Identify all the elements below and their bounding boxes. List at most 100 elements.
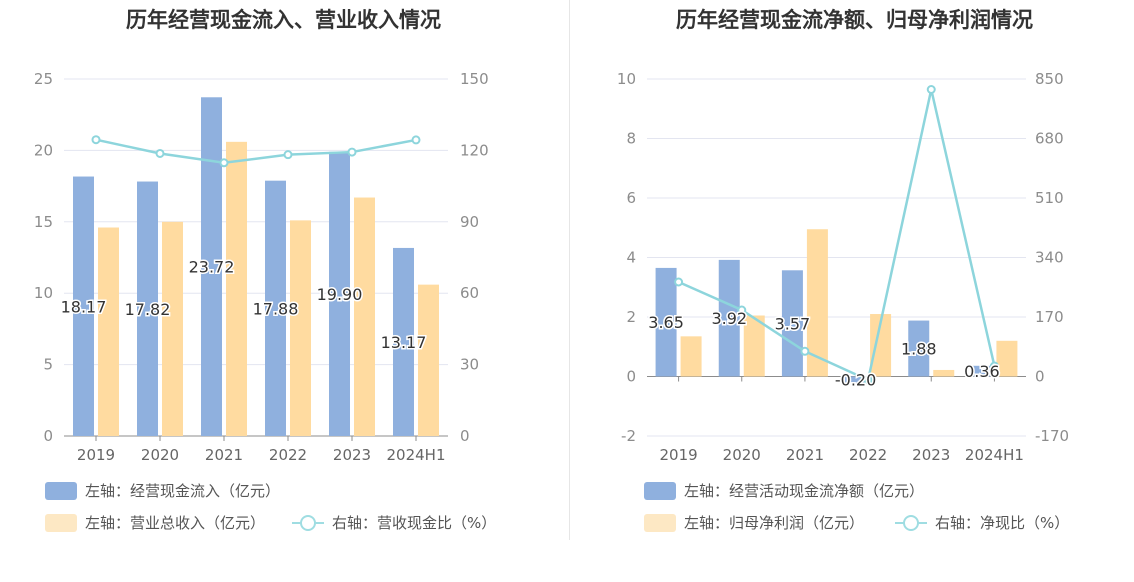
legend-swatch <box>644 481 676 500</box>
legend-item[interactable]: 左轴：归母净利润（亿元） <box>644 512 864 533</box>
y-left-tick-label: 15 <box>34 213 53 231</box>
data-label: 13.17 <box>381 333 427 352</box>
y-right-tick-label: 510 <box>1035 189 1064 207</box>
line-point <box>800 346 810 356</box>
bar-primary <box>718 259 740 377</box>
bar-primary <box>655 267 677 377</box>
bar-secondary <box>162 221 183 436</box>
x-tick-label: 2023 <box>333 446 371 464</box>
bar-secondary <box>870 314 892 377</box>
y-left-tick-label: 4 <box>626 249 636 267</box>
legend-label: 右轴：净现比（%） <box>935 514 1070 532</box>
bar-secondary <box>354 197 375 436</box>
y-left-tick-label: 20 <box>34 141 53 159</box>
line-point <box>674 277 684 287</box>
y-left-tick-label: 10 <box>34 284 53 302</box>
legend-swatch <box>644 513 676 532</box>
legend-item[interactable]: 左轴：经营现金流入（亿元） <box>45 480 280 501</box>
bar-secondary <box>933 369 955 377</box>
bar-secondary <box>680 336 702 377</box>
legend-label: 左轴：营业总收入（亿元） <box>85 514 266 532</box>
x-tick-label: 2019 <box>659 446 697 464</box>
chart-title: 历年经营现金流入、营业收入情况 <box>126 8 441 32</box>
y-left-tick-label: 6 <box>626 189 636 207</box>
data-label: 23.72 <box>189 258 235 277</box>
y-right-tick-label: 850 <box>1035 70 1064 88</box>
line-series <box>678 89 996 382</box>
x-tick-label: 2020 <box>723 446 761 464</box>
legend-swatch <box>45 513 77 532</box>
bar-primary <box>137 181 158 436</box>
y-left-tick-label: 2 <box>626 308 636 326</box>
chart-panel-cashflow-revenue: 历年经营现金流入、营业收入情况 0 5 10 15 20 25 0 30 60 90 120 150 2… <box>34 8 496 533</box>
y-right-tick-label: 0 <box>1035 368 1045 386</box>
x-tick-label: 2022 <box>269 446 307 464</box>
y-right-tick-label: 60 <box>460 284 479 302</box>
bar-primary <box>845 376 867 383</box>
x-tick-label: 2023 <box>912 446 950 464</box>
legend-item[interactable]: 左轴：营业总收入（亿元） <box>45 512 265 533</box>
line-point <box>863 375 873 385</box>
legend-label: 左轴：经营现金流入（亿元） <box>85 482 281 500</box>
bar-secondary <box>806 229 828 377</box>
y-left-tick-label: 25 <box>34 70 53 88</box>
legend-label: 左轴：经营活动现金流净额（亿元） <box>684 482 925 500</box>
y-left-tick-label: 5 <box>43 356 53 374</box>
data-label: 18.17 <box>61 297 107 316</box>
x-tick-label: 2024H1 <box>965 446 1024 464</box>
bar-secondary <box>743 315 765 377</box>
y-right-tick-label: -170 <box>1035 427 1069 445</box>
bar-secondary <box>226 141 247 436</box>
line-series <box>95 138 417 165</box>
y-left-tick-label: 0 <box>43 427 53 445</box>
legend-item[interactable]: 右轴：净现比（%） <box>895 512 1069 533</box>
line-point <box>283 150 293 160</box>
legend-item[interactable]: 右轴：营收现金比（%） <box>292 512 496 533</box>
y-right-tick-label: 120 <box>460 141 489 159</box>
line-point <box>91 135 101 145</box>
bar-secondary <box>290 220 311 436</box>
bar-primary <box>265 180 286 436</box>
y-right-tick-label: 170 <box>1035 308 1064 326</box>
data-label: 19.90 <box>317 285 363 304</box>
bar-primary <box>781 270 803 377</box>
line-point <box>737 305 747 315</box>
y-right-tick-label: 680 <box>1035 130 1064 148</box>
y-left-tick-label: 10 <box>617 70 636 88</box>
legend-label: 右轴：营收现金比（%） <box>332 514 497 532</box>
bar-primary <box>329 151 350 436</box>
line-point <box>411 135 421 145</box>
chart-title: 历年经营现金流净额、归母净利润情况 <box>676 8 1033 32</box>
line-point <box>155 148 165 158</box>
y-right-tick-label: 150 <box>460 70 489 88</box>
chart-plot: -2 0 2 4 6 8 10 -170 0 170 340 510 680 850 2019 2020 202… <box>617 70 1069 464</box>
data-label: 3.57 <box>775 314 811 333</box>
x-tick-label: 2021 <box>205 446 243 464</box>
legend-item[interactable]: 左轴：经营活动现金流净额（亿元） <box>644 480 924 501</box>
bar-secondary <box>418 284 439 436</box>
chart-plot: 0 5 10 15 20 25 0 30 60 90 120 150 2019 2020 2021 2022 2… <box>34 70 489 464</box>
line-point <box>219 158 229 168</box>
legend-swatch <box>45 481 77 500</box>
x-tick-label: 2020 <box>141 446 179 464</box>
data-label: 17.88 <box>253 299 299 318</box>
line-point <box>926 85 936 94</box>
data-label: -0.20 <box>835 370 876 389</box>
x-tick-label: 2021 <box>786 446 824 464</box>
y-right-tick-label: 90 <box>460 213 479 231</box>
bar-secondary <box>996 340 1018 377</box>
bar-primary <box>393 247 414 436</box>
y-left-tick-label: 0 <box>626 368 636 386</box>
bar-primary <box>971 365 993 377</box>
chart-panel-netcash-profit: 历年经营现金流净额、归母净利润情况 -2 0 2 4 6 8 10 -170 0 170 340 51… <box>567 0 1134 582</box>
line-point <box>347 147 357 157</box>
legend-line-icon <box>895 514 927 532</box>
data-label: 0.36 <box>964 362 1000 381</box>
y-right-tick-label: 340 <box>1035 249 1064 267</box>
x-tick-label: 2024H1 <box>387 446 446 464</box>
data-label: 3.65 <box>648 313 684 332</box>
data-label: 1.88 <box>901 340 937 359</box>
x-tick-label: 2022 <box>849 446 887 464</box>
y-left-tick-label: -2 <box>621 427 636 445</box>
panel-divider <box>569 0 570 540</box>
